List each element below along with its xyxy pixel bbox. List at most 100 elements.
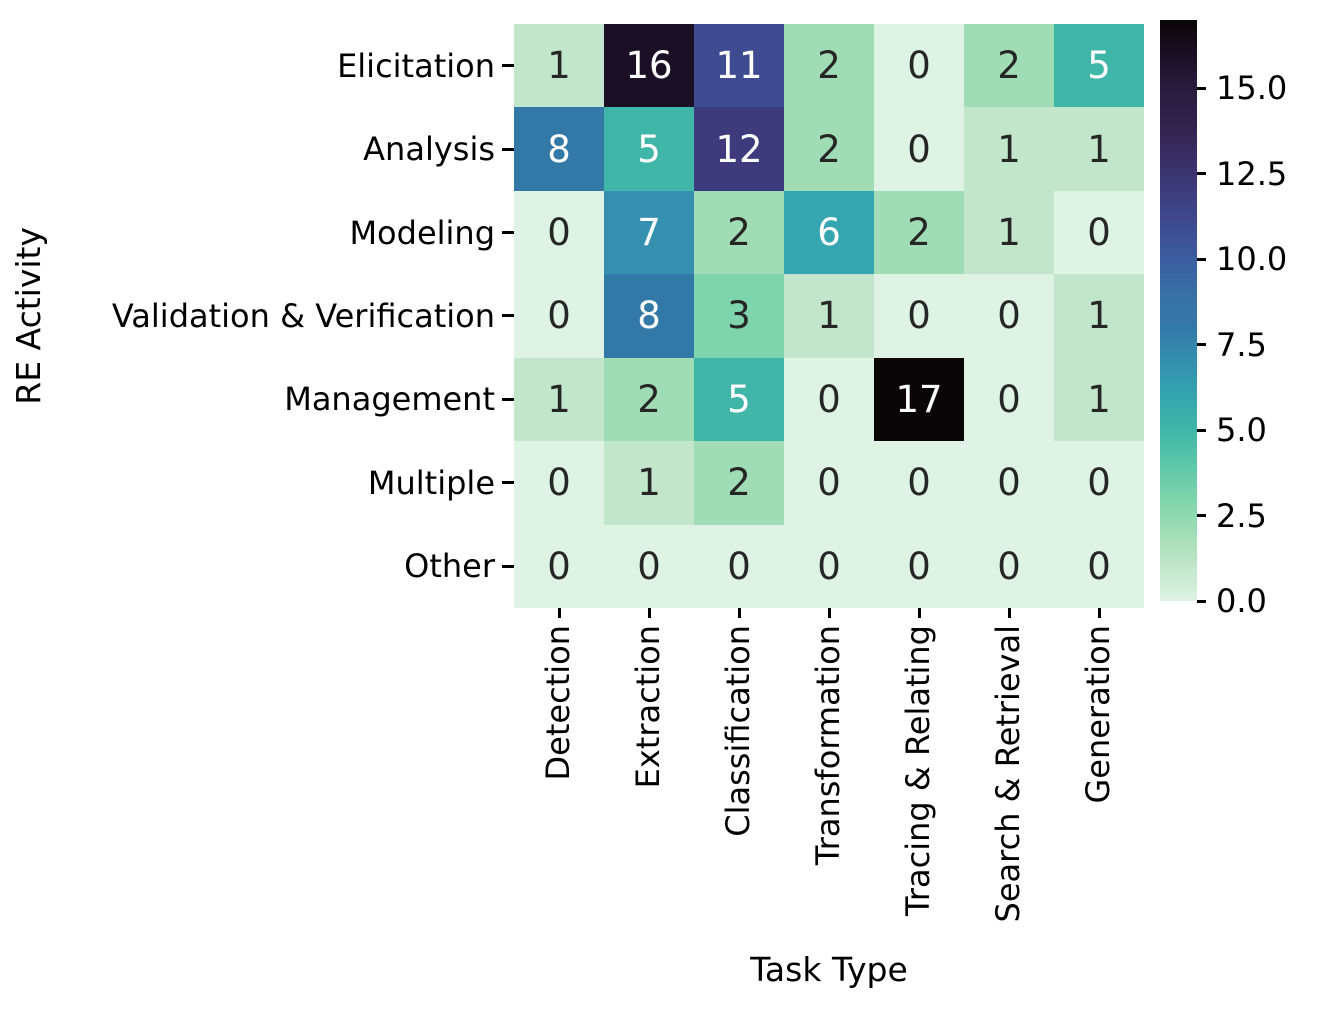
heatmap-cell: 0 <box>964 441 1054 525</box>
heatmap-cell: 17 <box>874 357 964 442</box>
x-tick-column: Generation <box>1054 608 1144 922</box>
x-tick-mark <box>737 608 741 618</box>
heatmap-cell: 1 <box>784 274 874 358</box>
y-tick-label: Other <box>404 547 495 586</box>
heatmap-cell: 0 <box>514 274 604 358</box>
colorbar-tick-mark <box>1197 86 1206 90</box>
x-tick-mark <box>647 608 651 618</box>
heatmap-cell: 5 <box>694 357 784 442</box>
heatmap-cell: 1 <box>514 357 604 442</box>
heatmap-cell: 8 <box>604 274 694 358</box>
y-tick-label: Management <box>284 380 495 419</box>
y-tick-label: Elicitation <box>337 46 495 85</box>
y-tick-mark <box>502 231 514 235</box>
heatmap-cell: 2 <box>694 441 784 525</box>
x-tick-column: Detection <box>514 608 604 922</box>
x-axis-title: Task Type <box>750 950 908 989</box>
y-axis-labels: Elicitation Analysis Modeling Validation & … <box>0 24 514 608</box>
x-tick-mark <box>1097 608 1101 618</box>
x-tick-mark <box>1007 608 1011 618</box>
heatmap-cell: 1 <box>1054 107 1144 191</box>
heatmap-cell: 1 <box>514 24 604 108</box>
heatmap-cell: 0 <box>874 107 964 191</box>
heatmap-cell: 0 <box>694 524 784 608</box>
colorbar-tick-mark <box>1197 428 1206 432</box>
heatmap-cell: 2 <box>784 24 874 108</box>
y-tick-label: Validation & Verification <box>111 296 495 335</box>
colorbar-tick-label: 2.5 <box>1216 496 1267 535</box>
x-tick-label: Tracing & Relating <box>899 625 938 916</box>
x-tick-label: Classification <box>719 625 758 837</box>
heatmap-cell: 1 <box>1054 274 1144 358</box>
colorbar-tick-label: 0.0 <box>1216 582 1267 620</box>
x-tick-label: Transformation <box>809 625 848 866</box>
heatmap-cell: 0 <box>874 274 964 358</box>
heatmap-cell: 1 <box>964 190 1054 275</box>
x-tick-column: Search & Retrieval <box>964 608 1054 922</box>
heatmap-cell: 2 <box>784 107 874 191</box>
heatmap-cell: 0 <box>604 524 694 608</box>
x-tick-mark <box>827 608 831 618</box>
heatmap-cell: 2 <box>694 190 784 275</box>
y-tick-label: Multiple <box>367 463 495 502</box>
heatmap-cell: 0 <box>514 524 604 608</box>
colorbar-tick-mark <box>1197 172 1206 176</box>
heatmap-cell: 0 <box>874 524 964 608</box>
y-tick-mark <box>502 64 514 68</box>
heatmap-cell: 1 <box>604 441 694 525</box>
heatmap-cell: 2 <box>874 190 964 275</box>
y-tick-row: Other <box>0 525 514 608</box>
heatmap-grid: 1 16 11 2 0 2 5 8 5 12 2 0 1 1 0 7 2 6 2 1 0 0 8 3 1 0 0 1 1 2 5 0 17 0 1 0… <box>514 24 1144 608</box>
y-tick-mark <box>502 147 514 151</box>
y-tick-row: Validation & Verification <box>0 274 514 357</box>
heatmap-cell: 11 <box>694 24 784 108</box>
heatmap-cell: 8 <box>514 107 604 191</box>
heatmap-cell: 0 <box>514 441 604 525</box>
x-tick-column: Tracing & Relating <box>874 608 964 922</box>
x-tick-label: Search & Retrieval <box>989 625 1028 923</box>
x-axis-labels: Detection Extraction Classification Transfo… <box>514 608 1144 922</box>
colorbar: 15.0 12.5 10.0 7.5 5.0 2.5 0.0 <box>1160 20 1329 620</box>
heatmap-cell: 7 <box>604 190 694 275</box>
y-tick-mark <box>502 564 514 568</box>
heatmap-cell: 2 <box>604 357 694 442</box>
heatmap-cell: 1 <box>964 107 1054 191</box>
heatmap-cell: 12 <box>694 107 784 191</box>
y-tick-mark <box>502 314 514 318</box>
heatmap-cell: 0 <box>964 274 1054 358</box>
heatmap-cell: 6 <box>784 190 874 275</box>
heatmap-cell: 5 <box>604 107 694 191</box>
colorbar-tick-mark <box>1197 343 1206 347</box>
heatmap-cell: 0 <box>1054 441 1144 525</box>
heatmap-cell: 0 <box>784 441 874 525</box>
colorbar-tick-label: 5.0 <box>1216 411 1267 450</box>
heatmap-cell: 0 <box>784 524 874 608</box>
heatmap-cell: 0 <box>1054 524 1144 608</box>
heatmap-cell: 1 <box>1054 357 1144 442</box>
x-tick-label: Extraction <box>629 625 668 789</box>
colorbar-tick-mark <box>1197 257 1206 261</box>
y-tick-row: Multiple <box>0 441 514 524</box>
colorbar-gradient <box>1160 20 1197 601</box>
y-tick-row: Modeling <box>0 191 514 274</box>
heatmap-cell: 5 <box>1054 24 1144 108</box>
colorbar-tick-label: 12.5 <box>1216 154 1288 193</box>
heatmap-cell: 16 <box>604 24 694 108</box>
heatmap-cell: 0 <box>874 441 964 525</box>
y-tick-mark <box>502 481 514 485</box>
x-tick-column: Transformation <box>784 608 874 922</box>
heatmap-cell: 0 <box>964 524 1054 608</box>
heatmap-cell: 0 <box>1054 190 1144 275</box>
heatmap-cell: 0 <box>874 24 964 108</box>
heatmap-cell: 0 <box>784 357 874 442</box>
heatmap-cell: 2 <box>964 24 1054 108</box>
colorbar-tick-mark <box>1197 514 1206 518</box>
x-tick-label: Generation <box>1079 625 1118 804</box>
x-tick-column: Classification <box>694 608 784 922</box>
x-tick-mark <box>557 608 561 618</box>
y-tick-row: Management <box>0 358 514 441</box>
colorbar-tick-label: 15.0 <box>1216 69 1288 108</box>
x-tick-column: Extraction <box>604 608 694 922</box>
colorbar-tick-label: 7.5 <box>1216 325 1267 364</box>
